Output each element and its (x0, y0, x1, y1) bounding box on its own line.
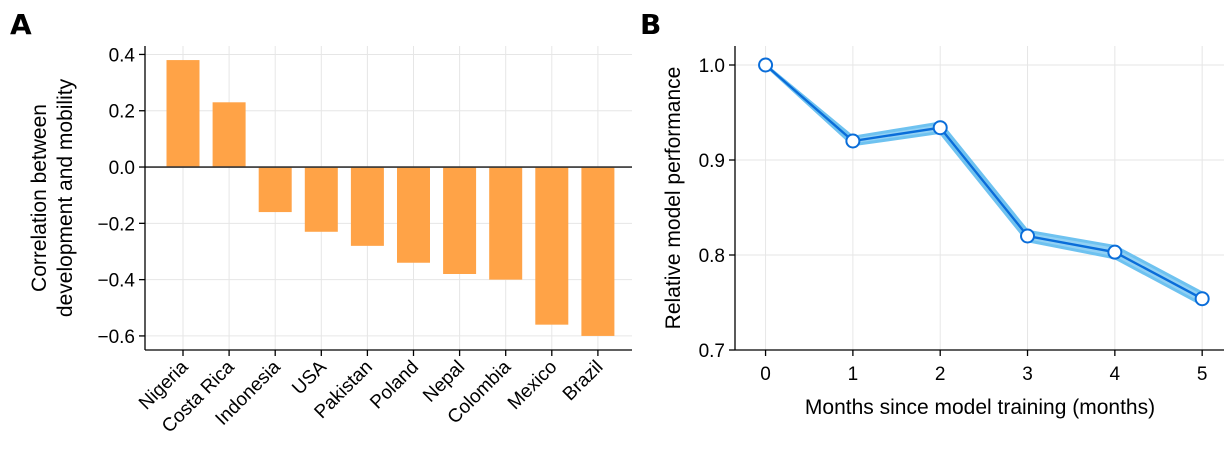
panel-a-y-tick-label-2: 0.0 (109, 158, 135, 179)
panel-b-confidence-band (766, 65, 1203, 304)
panel-a-y-ticks: 0.4 0.2 0.0 −0.2 −0.4 −0.6 (97, 45, 145, 347)
panel-b-x-tick-label-0: 0 (760, 364, 771, 385)
bar-nigeria (167, 60, 200, 167)
panel-a-x-tick-label-5: Poland (366, 357, 423, 414)
panel-b-x-tick-label-1: 1 (848, 364, 859, 385)
panel-b-point-0 (759, 59, 772, 72)
panel-b-point-1 (846, 135, 859, 148)
panel-b-letter: B (640, 8, 661, 41)
panel-b-x-label: Months since model training (months) (805, 396, 1155, 419)
panel-b-x-tick-label-2: 2 (935, 364, 946, 385)
panel-b-y-tick-label-3: 1.0 (699, 56, 725, 77)
panel-a-y-label-line-2: development and mobility (54, 78, 77, 317)
panel-a-y-tick-label-5: −0.6 (97, 327, 135, 348)
panel-b-grid (735, 46, 1224, 350)
panel-a-y-label-line-1: Correlation between (28, 104, 51, 292)
panel-a-y-tick-label-1: 0.2 (109, 102, 135, 123)
panel-b-x-tick-label-3: 3 (1022, 364, 1033, 385)
panel-b-point-2 (934, 121, 947, 134)
bar-poland (397, 167, 430, 263)
panel-b-y-tick-label-1: 0.8 (699, 246, 725, 267)
bar-pakistan (351, 167, 384, 246)
bar-colombia (489, 167, 522, 280)
panel-b-point-5 (1196, 292, 1209, 305)
bar-brazil (581, 167, 614, 336)
panel-b-y-tick-label-0: 0.7 (699, 341, 725, 362)
panel-b-x-tick-label-5: 5 (1197, 364, 1208, 385)
bar-nepal (443, 167, 476, 274)
panel-a-y-tick-label-0: 0.4 (109, 45, 136, 66)
panel-a-bars (167, 60, 615, 336)
panel-b-y-label: Relative model performance (662, 67, 685, 330)
panel-b-x-tick-label-4: 4 (1110, 364, 1121, 385)
panel-b-y-ticks: 0.7 0.8 0.9 1.0 (699, 56, 735, 362)
panel-a-x-tick-label-9: Brazil (559, 357, 607, 405)
bar-costa-rica (213, 102, 246, 167)
bar-usa (305, 167, 338, 232)
bar-indonesia (259, 167, 292, 212)
panel-b-x-ticks: 0 1 2 3 4 5 (760, 350, 1207, 385)
panel-a-y-tick-label-4: −0.4 (97, 271, 135, 292)
panel-a-y-tick-label-3: −0.2 (97, 214, 135, 235)
panel-b-series-line (766, 65, 1203, 299)
panel-a-x-tick-label-8: Mexico (504, 357, 561, 414)
panel-b-point-3 (1021, 230, 1034, 243)
panel-b-point-4 (1108, 246, 1121, 259)
panel-b: B 0.7 0.8 0.9 1.0 0 1 2 3 4 5 Months since model… (640, 8, 1224, 419)
panel-a-letter: A (10, 8, 32, 41)
panel-b-y-tick-label-2: 0.9 (699, 151, 725, 172)
bar-mexico (535, 167, 568, 325)
